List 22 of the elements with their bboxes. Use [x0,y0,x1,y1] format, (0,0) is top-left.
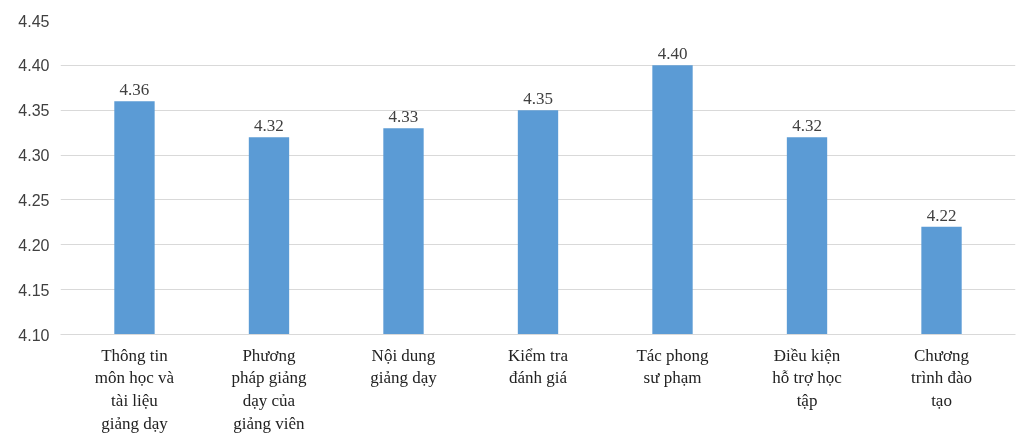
data-label: 4.35 [523,89,553,109]
x-tick-label: Thông tin môn học và tài liệu giảng dạy [94,345,175,433]
x-tick-label: Chương trình đào tạo [911,345,972,411]
y-tick-label: 4.40 [18,57,50,75]
y-tick-label: 4.35 [18,102,50,120]
y-tick-label: 4.30 [18,147,50,165]
y-tick-label: 4.25 [18,191,50,209]
y-tick-label: 4.15 [18,281,50,299]
y-tick-label: 4.20 [18,236,50,254]
x-tick-label: Phương pháp giảng dạy của giảng viên [231,345,308,433]
data-label: 4.32 [792,116,822,136]
data-label: 4.32 [254,116,284,136]
data-label: 4.36 [119,80,150,100]
data-label: 4.22 [926,205,957,225]
x-tick-label: Tác phong sư phạm [636,345,710,388]
data-label: 4.33 [388,107,419,127]
x-tick-label: Nội dung giảng dạy [370,345,438,388]
y-tick-label: 4.45 [18,12,50,30]
x-tick-label: Kiểm tra đánh giá [508,345,569,388]
data-label: 4.40 [657,44,688,64]
y-tick-label: 4.10 [18,326,50,344]
x-tick-label: Điều kiện hỗ trợ học tập [772,345,843,411]
